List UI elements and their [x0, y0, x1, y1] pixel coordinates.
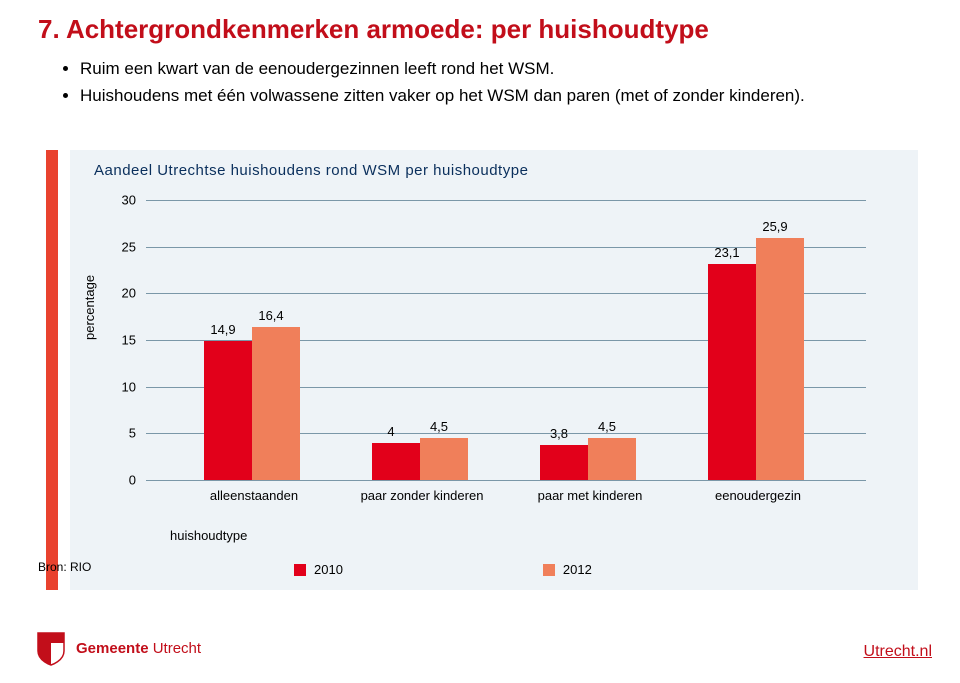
chart-ytick: 10 — [76, 379, 136, 394]
chart-ytick: 25 — [76, 239, 136, 254]
chart-legend: 2010 2012 — [294, 562, 592, 577]
legend-item: 2012 — [543, 562, 592, 577]
chart-category-label: alleenstaanden — [164, 488, 344, 503]
legend-swatch — [294, 564, 306, 576]
chart-xlabel: huishoudtype — [170, 528, 247, 543]
chart-ylabel: percentage — [82, 275, 97, 340]
page-title: 7. Achtergrondkenmerken armoede: per hui… — [38, 14, 709, 45]
chart-bar-label: 16,4 — [241, 308, 301, 323]
chart-category-label: paar met kinderen — [500, 488, 680, 503]
brand-line2: Utrecht — [153, 640, 201, 657]
chart-bar-label: 23,1 — [697, 245, 757, 260]
legend-item: 2010 — [294, 562, 343, 577]
shield-icon — [36, 631, 66, 667]
legend-label: 2010 — [314, 562, 343, 577]
chart-gridline — [146, 480, 866, 481]
chart-bar-label: 25,9 — [745, 219, 805, 234]
chart-bar — [588, 438, 636, 480]
chart-bar-label: 4,5 — [577, 419, 637, 434]
chart-ytick: 0 — [76, 473, 136, 488]
chart-ytick: 30 — [76, 193, 136, 208]
legend-swatch — [543, 564, 555, 576]
chart-bar — [252, 327, 300, 480]
bullet-item: Huishoudens met één volwassene zitten va… — [80, 85, 920, 108]
legend-label: 2012 — [563, 562, 592, 577]
chart-bar-label: 14,9 — [193, 322, 253, 337]
bullet-list: Ruim een kwart van de eenoudergezinnen l… — [60, 58, 920, 112]
chart-source: Bron: RIO — [38, 560, 91, 574]
chart-ytick: 5 — [76, 426, 136, 441]
chart-title: Aandeel Utrechtse huishoudens rond WSM p… — [94, 162, 528, 179]
chart-accent-bar — [46, 150, 58, 590]
chart-plot: 05101520253014,916,4alleenstaanden44,5pa… — [146, 200, 866, 480]
chart-bar-label: 4,5 — [409, 419, 469, 434]
bullet-item: Ruim een kwart van de eenoudergezinnen l… — [80, 58, 920, 81]
chart-bar — [540, 445, 588, 480]
chart-bar — [420, 438, 468, 480]
brand-line1: Gemeente — [76, 640, 149, 657]
chart-bar — [204, 341, 252, 480]
chart-category-label: paar zonder kinderen — [332, 488, 512, 503]
chart-bar — [708, 264, 756, 480]
chart-container: Aandeel Utrechtse huishoudens rond WSM p… — [46, 150, 918, 590]
footer-brand: Gemeente Utrecht — [36, 631, 201, 667]
chart-area: Aandeel Utrechtse huishoudens rond WSM p… — [70, 150, 918, 590]
chart-ytick: 15 — [76, 333, 136, 348]
chart-category-label: eenoudergezin — [668, 488, 848, 503]
chart-ytick: 20 — [76, 286, 136, 301]
footer-link[interactable]: Utrecht.nl — [864, 643, 932, 661]
chart-bar — [372, 443, 420, 480]
chart-gridline — [146, 200, 866, 201]
chart-bar — [756, 238, 804, 480]
